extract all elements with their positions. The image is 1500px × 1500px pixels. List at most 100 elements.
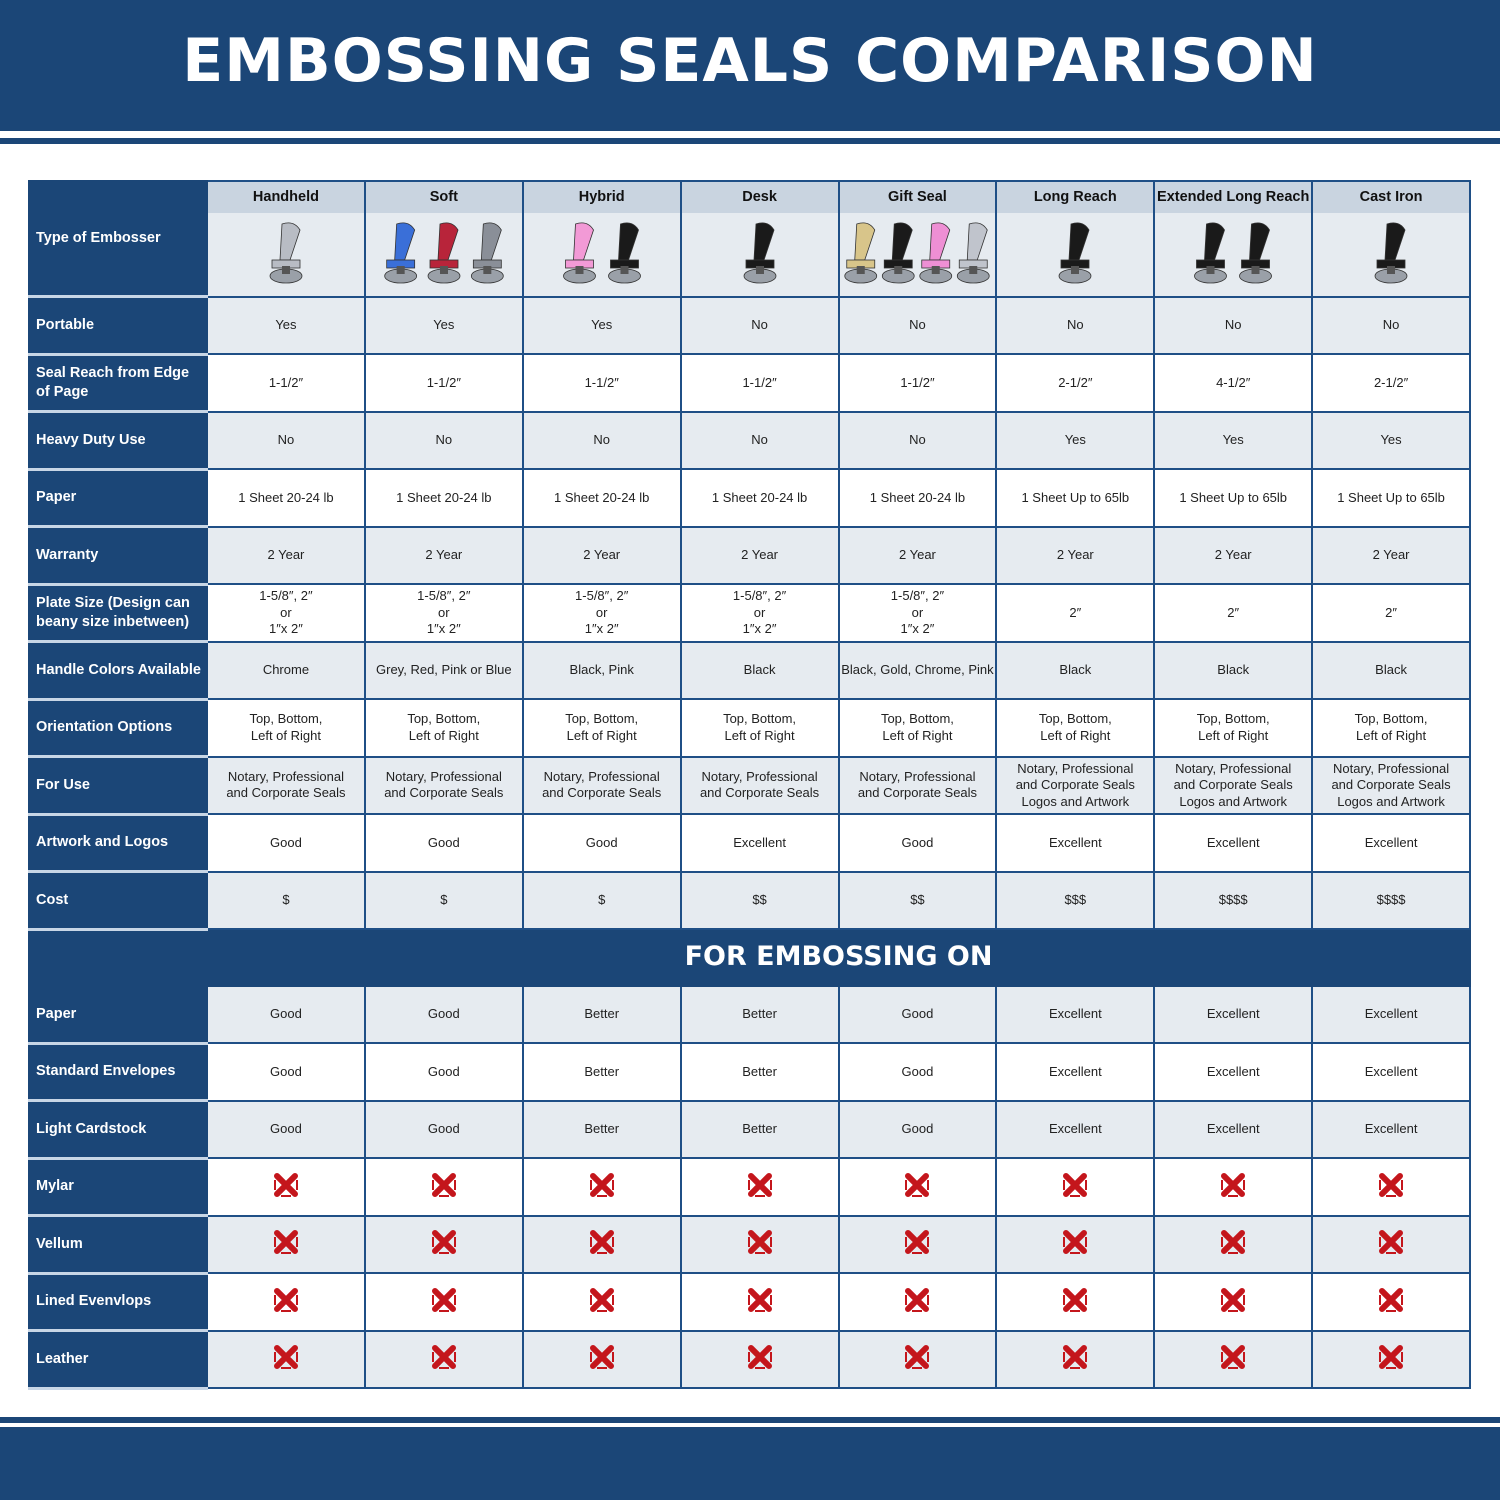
table-cell: [679, 1329, 840, 1389]
table-cell: [521, 1214, 682, 1274]
cell-value: Yes: [591, 317, 613, 332]
table-cell: Yes: [521, 295, 682, 355]
row-label: Cost: [28, 870, 208, 931]
table-row: Orientation Options Top, Bottom, Left of …: [28, 698, 1471, 758]
cell-value: Yes: [275, 317, 297, 332]
cell-value: 2 Year: [1056, 547, 1094, 562]
cell-value: Better: [584, 1063, 620, 1079]
cell-value: No: [909, 432, 926, 447]
table-cell: [363, 1157, 524, 1217]
cell-value: Better: [742, 1006, 777, 1021]
cell-value: Black: [743, 662, 776, 677]
cell-value: Good: [270, 834, 302, 850]
red-x-icon: [747, 1172, 773, 1201]
red-x-icon: [1062, 1287, 1088, 1316]
red-x-icon: [431, 1345, 457, 1373]
table-cell: Excellent: [1311, 1042, 1471, 1102]
red-x-icon: [589, 1172, 615, 1201]
red-x-icon: [904, 1287, 930, 1316]
table-cell: Notary, Professional and Corporate Seals: [837, 755, 998, 815]
cell-value: Good: [901, 1121, 934, 1136]
column-name: Soft: [365, 182, 522, 213]
cell-value: Excellent: [1048, 1006, 1102, 1021]
cell-value: No: [909, 317, 926, 332]
table-cell: 1 Sheet 20-24 lb: [521, 468, 682, 528]
table-cell: No: [679, 295, 840, 355]
table-cell: No: [206, 410, 366, 470]
table-cell: Yes: [363, 295, 524, 355]
table-cell: $$$: [995, 870, 1156, 930]
cell-value: Good: [427, 1063, 460, 1079]
column-name: Desk: [681, 182, 838, 213]
table-cell: Good: [206, 1042, 366, 1102]
table-cell: Better: [679, 1042, 840, 1102]
cell-value: Black: [1059, 662, 1092, 677]
table-cell: Good: [206, 984, 366, 1044]
cell-value: 2 Year: [267, 547, 305, 562]
table-cell: [679, 1272, 840, 1332]
table-row: Leather: [28, 1329, 1471, 1390]
cell-value: Excellent: [733, 834, 786, 850]
cell-value: Top, Bottom, Left of Right: [1354, 711, 1428, 743]
table-cell: Excellent: [995, 984, 1156, 1044]
cell-value: Good: [427, 834, 460, 850]
table-cell: [1153, 1214, 1314, 1274]
cell-value: Excellent: [1048, 834, 1102, 850]
row-label: Plate Size (Design can beany size inbetw…: [28, 583, 208, 643]
cell-value: No: [593, 432, 610, 447]
cell-value: 2 Year: [741, 547, 778, 562]
red-x-icon: [431, 1230, 457, 1258]
table-cell: $$: [837, 870, 998, 930]
cell-value: 2″: [1385, 604, 1397, 620]
red-x-icon: [904, 1172, 930, 1201]
table-cell: 2 Year: [206, 525, 366, 585]
table-cell: Excellent: [1153, 813, 1314, 873]
cell-value: Yes: [1222, 432, 1244, 447]
table-cell: No: [521, 410, 682, 470]
table-cell: Yes: [1311, 410, 1471, 470]
cell-value: Good: [270, 1006, 302, 1021]
row-label: Vellum: [28, 1214, 208, 1275]
table-cell: Good: [206, 813, 366, 873]
red-x-icon: [1378, 1287, 1404, 1316]
cell-value: Excellent: [1364, 1121, 1418, 1136]
cell-value: $$: [752, 892, 767, 907]
table-cell: Better: [521, 984, 682, 1044]
cell-value: $: [282, 892, 290, 907]
red-x-icon: [273, 1172, 299, 1201]
cell-value: Notary, Professional and Corporate Seals…: [1331, 760, 1451, 809]
table-cell: 1-1/2″: [206, 353, 366, 413]
table-cell: 2 Year: [837, 525, 998, 585]
soft-embossers-image: [365, 213, 522, 295]
table-row: Warranty 2 Year 2 Year 2 Year 2 Year 2 Year 2 …: [28, 525, 1471, 586]
table-cell: $: [521, 870, 682, 930]
hybrid-embossers-image: [523, 213, 680, 295]
cell-value: 1-5/8″, 2″ or 1″x 2″: [575, 588, 629, 636]
table-cell: Top, Bottom, Left of Right: [363, 698, 524, 758]
row-label: Mylar: [28, 1157, 208, 1217]
cell-value: 2″: [1069, 604, 1082, 620]
table-cell: Black: [1153, 640, 1314, 700]
cell-value: $$$: [1064, 892, 1087, 907]
cell-value: Good: [427, 1006, 460, 1021]
table-row: Portable Yes Yes Yes No No No No No: [28, 295, 1471, 356]
cast-iron-embosser-image: [1313, 213, 1469, 295]
row-label: Portable: [28, 295, 208, 356]
table-cell: [837, 1157, 998, 1217]
cell-value: 1-5/8″, 2″ or 1″x 2″: [732, 588, 787, 636]
table-cell: [679, 1214, 840, 1274]
table-cell: Top, Bottom, Left of Right: [521, 698, 682, 758]
red-x-icon: [273, 1287, 299, 1316]
cell-value: 1 Sheet 20-24 lb: [396, 489, 492, 505]
red-x-icon: [1378, 1230, 1404, 1258]
table-cell: [679, 1157, 840, 1217]
table-cell: Good: [363, 984, 524, 1044]
table-row: Handle Colors Available Chrome Grey, Red, …: [28, 640, 1471, 701]
column-header: Handheld: [206, 180, 366, 298]
table-cell: 2 Year: [679, 525, 840, 585]
cell-value: Excellent: [1206, 1121, 1260, 1136]
table-cell: Yes: [1153, 410, 1314, 470]
table-cell: 2″: [995, 583, 1156, 643]
table-cell: Top, Bottom, Left of Right: [679, 698, 840, 758]
cell-value: Top, Bottom, Left of Right: [249, 711, 323, 743]
